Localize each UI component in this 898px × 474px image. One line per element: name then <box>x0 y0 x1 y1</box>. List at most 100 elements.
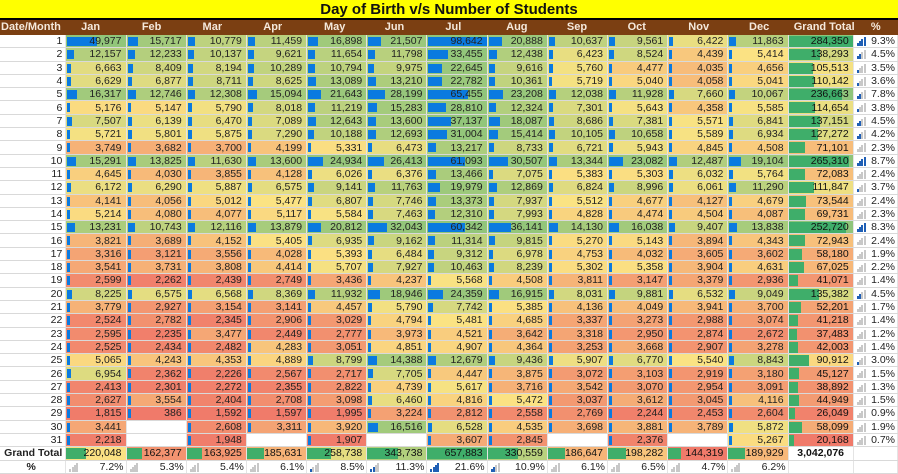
data-cell[interactable]: 10,105 <box>547 127 609 142</box>
data-cell[interactable]: 7,301 <box>547 100 609 115</box>
data-cell[interactable]: 15,094 <box>246 87 308 102</box>
data-cell[interactable]: 14,388 <box>366 353 428 368</box>
month-percent[interactable]: 8.5% <box>306 460 368 474</box>
data-cell[interactable]: 6,172 <box>65 180 127 195</box>
data-cell[interactable]: 4,087 <box>727 207 789 222</box>
data-cell[interactable]: 8,524 <box>607 47 669 62</box>
data-cell[interactable]: 5,584 <box>306 207 368 222</box>
data-cell[interactable]: 6,575 <box>126 287 187 301</box>
data-cell[interactable]: 2,769 <box>547 406 609 421</box>
data-cell[interactable]: 3,311 <box>246 420 308 434</box>
data-cell[interactable]: 30,507 <box>487 154 548 168</box>
data-cell[interactable]: 4,128 <box>246 167 308 182</box>
row-percent[interactable]: 3.5% <box>853 61 898 75</box>
data-cell[interactable]: 2,376 <box>607 433 669 448</box>
data-cell[interactable]: 13,231 <box>65 220 127 235</box>
data-cell[interactable]: 4,679 <box>727 194 789 208</box>
data-cell[interactable]: 11,928 <box>607 87 669 102</box>
data-cell[interactable]: 6,532 <box>667 287 729 301</box>
data-cell[interactable]: 9,049 <box>727 287 789 301</box>
data-cell[interactable]: 12,643 <box>306 114 368 129</box>
data-cell[interactable]: 5,643 <box>607 100 669 115</box>
data-cell[interactable]: 6,470 <box>186 114 247 129</box>
data-cell[interactable]: 2,812 <box>426 406 488 421</box>
data-cell[interactable]: 4,457 <box>306 300 368 315</box>
data-cell[interactable]: 13,466 <box>426 167 488 182</box>
data-cell[interactable]: 12,310 <box>426 207 488 222</box>
data-cell[interactable]: 8,843 <box>727 353 789 368</box>
data-cell[interactable]: 2,567 <box>246 366 308 381</box>
data-cell[interactable]: 1,948 <box>186 433 247 448</box>
data-cell[interactable]: 2,439 <box>186 273 247 288</box>
data-cell[interactable]: 4,845 <box>667 140 729 155</box>
data-cell[interactable]: 4,504 <box>667 207 729 222</box>
data-cell[interactable]: 7,290 <box>246 127 308 142</box>
data-cell[interactable]: 16,038 <box>607 220 669 235</box>
data-cell[interactable]: 23,208 <box>487 87 548 102</box>
data-cell[interactable]: 13,600 <box>366 114 428 129</box>
data-cell[interactable]: 3,147 <box>607 273 669 288</box>
column-header--[interactable]: % <box>870 21 881 33</box>
data-cell[interactable]: 11,932 <box>306 287 368 301</box>
data-cell[interactable]: 12,308 <box>186 87 247 102</box>
row-percent[interactable]: 1.4% <box>853 340 898 355</box>
data-cell[interactable]: 2,262 <box>126 273 187 288</box>
month-percent[interactable]: 6.2% <box>727 460 789 474</box>
data-cell[interactable]: 6,032 <box>667 167 729 182</box>
data-cell[interactable]: 5,331 <box>306 140 368 155</box>
row-percent[interactable]: 3.6% <box>853 74 898 89</box>
data-cell[interactable]: 3,749 <box>65 140 127 155</box>
data-cell[interactable]: 3,731 <box>126 260 187 275</box>
data-cell[interactable]: 31,004 <box>426 127 488 142</box>
data-cell[interactable]: 9,881 <box>607 287 669 301</box>
month-grand-total[interactable]: 657,883 <box>426 446 488 461</box>
data-cell[interactable]: 3,789 <box>667 420 729 434</box>
data-cell[interactable]: 8,194 <box>186 61 247 75</box>
data-cell[interactable]: 3,602 <box>727 247 789 262</box>
data-cell[interactable]: 13,344 <box>547 154 609 168</box>
row-label[interactable]: 3 <box>0 61 67 75</box>
data-cell[interactable]: 5,481 <box>426 313 488 328</box>
row-grand-total[interactable]: 111,847 <box>788 180 854 195</box>
data-cell[interactable]: 21,643 <box>306 87 368 102</box>
data-cell[interactable]: 6,484 <box>366 247 428 262</box>
data-cell[interactable]: 2,777 <box>306 327 368 341</box>
row-grand-total[interactable]: 138,293 <box>788 47 854 62</box>
data-cell[interactable]: 1,907 <box>306 433 368 448</box>
data-cell[interactable]: 4,508 <box>487 273 548 288</box>
data-cell[interactable]: 11,219 <box>306 100 368 115</box>
month-percent[interactable]: 6.1% <box>547 460 609 474</box>
data-cell[interactable]: 15,283 <box>366 100 428 115</box>
data-cell[interactable]: 3,689 <box>126 233 187 248</box>
data-cell[interactable]: 9,616 <box>487 61 548 75</box>
row-percent[interactable]: 4.5% <box>853 47 898 62</box>
row-grand-total[interactable]: 135,382 <box>788 287 854 301</box>
data-cell[interactable]: 24,359 <box>426 287 488 301</box>
row-label[interactable]: 20 <box>0 287 67 301</box>
data-cell[interactable]: 2,927 <box>126 300 187 315</box>
row-label[interactable]: 10 <box>0 154 67 168</box>
data-cell[interactable]: 10,067 <box>727 87 789 102</box>
data-cell[interactable]: 3,821 <box>65 233 127 248</box>
data-cell[interactable]: 4,535 <box>487 420 548 434</box>
data-cell[interactable]: 8,018 <box>246 100 308 115</box>
data-cell[interactable]: 9,975 <box>366 61 428 75</box>
data-cell[interactable]: 2,950 <box>607 327 669 341</box>
data-cell[interactable]: 2,604 <box>727 406 789 421</box>
data-cell[interactable]: 5,214 <box>65 207 127 222</box>
data-cell[interactable]: 14,130 <box>547 220 609 235</box>
data-cell[interactable]: 2,524 <box>65 313 127 328</box>
row-label[interactable]: 5 <box>0 87 67 102</box>
data-cell[interactable]: 3,894 <box>667 233 729 248</box>
row-percent[interactable]: 8.7% <box>853 154 898 168</box>
data-cell[interactable]: 5,719 <box>547 74 609 89</box>
row-percent[interactable]: 2.3% <box>853 140 898 155</box>
data-cell[interactable]: 60,342 <box>426 220 488 235</box>
row-percent[interactable]: 1.5% <box>853 393 898 408</box>
data-cell[interactable]: 4,889 <box>246 353 308 368</box>
data-cell[interactable]: 8,799 <box>306 353 368 368</box>
row-grand-total[interactable]: 20,168 <box>788 433 854 448</box>
data-cell[interactable]: 3,103 <box>607 366 669 381</box>
data-cell[interactable]: 15,291 <box>65 154 127 168</box>
data-cell[interactable]: 4,056 <box>126 194 187 208</box>
